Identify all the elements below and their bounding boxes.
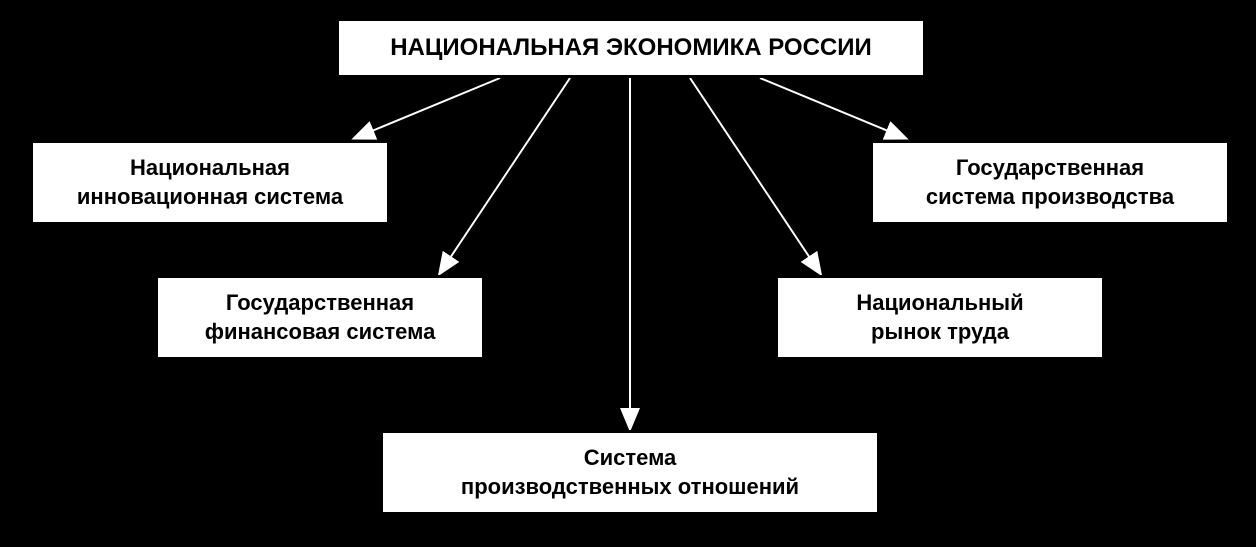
edge-arrow — [440, 78, 570, 273]
root-node-label: НАЦИОНАЛЬНАЯ ЭКОНОМИКА РОССИИ — [390, 32, 872, 63]
child-node-label: Системапроизводственных отношений — [461, 444, 799, 501]
edge-arrow — [760, 78, 905, 138]
child-node-financial: Государственнаяфинансовая система — [155, 275, 485, 360]
child-node-label: Государственнаясистема производства — [926, 154, 1174, 211]
child-node-innovation: Национальнаяинновационная система — [30, 140, 390, 225]
child-node-label: Государственнаяфинансовая система — [205, 289, 436, 346]
child-node-label: Национальныйрынок труда — [856, 289, 1023, 346]
edge-arrow — [690, 78, 820, 273]
child-node-label: Национальнаяинновационная система — [77, 154, 343, 211]
child-node-production-system: Государственнаясистема производства — [870, 140, 1230, 225]
root-node: НАЦИОНАЛЬНАЯ ЭКОНОМИКА РОССИИ — [336, 18, 926, 78]
child-node-production-relations: Системапроизводственных отношений — [380, 430, 880, 515]
edge-arrow — [355, 78, 500, 138]
child-node-labor-market: Национальныйрынок труда — [775, 275, 1105, 360]
